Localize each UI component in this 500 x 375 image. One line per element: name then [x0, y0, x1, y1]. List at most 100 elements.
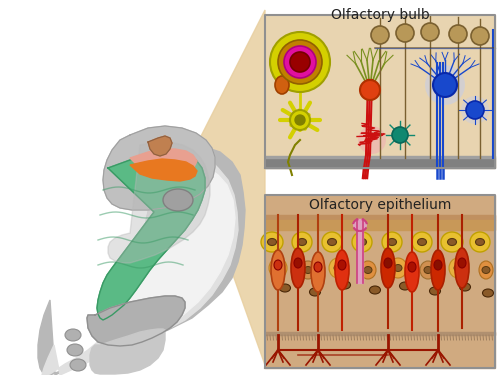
Polygon shape	[265, 332, 495, 335]
Polygon shape	[90, 329, 165, 374]
Ellipse shape	[434, 260, 442, 270]
Polygon shape	[130, 149, 197, 172]
Ellipse shape	[430, 287, 440, 295]
Ellipse shape	[65, 329, 81, 341]
Circle shape	[290, 52, 310, 72]
Polygon shape	[195, 10, 265, 365]
Ellipse shape	[340, 281, 350, 289]
Circle shape	[471, 27, 489, 45]
Ellipse shape	[418, 238, 426, 246]
Polygon shape	[38, 148, 245, 375]
Ellipse shape	[424, 267, 432, 273]
Polygon shape	[130, 159, 197, 181]
Circle shape	[360, 80, 380, 100]
Circle shape	[466, 101, 484, 119]
Ellipse shape	[335, 250, 349, 290]
Ellipse shape	[384, 258, 392, 268]
Polygon shape	[103, 126, 215, 210]
Ellipse shape	[334, 264, 342, 272]
Ellipse shape	[458, 258, 466, 268]
Ellipse shape	[482, 289, 494, 297]
Circle shape	[270, 32, 330, 92]
Ellipse shape	[269, 258, 287, 278]
Polygon shape	[265, 158, 495, 168]
Ellipse shape	[400, 282, 410, 290]
Ellipse shape	[482, 267, 490, 273]
Ellipse shape	[314, 262, 322, 272]
Ellipse shape	[449, 258, 467, 278]
Ellipse shape	[70, 359, 86, 371]
Ellipse shape	[268, 238, 276, 246]
Ellipse shape	[329, 258, 347, 278]
Circle shape	[392, 127, 408, 143]
Circle shape	[396, 24, 414, 42]
Ellipse shape	[67, 344, 83, 356]
Ellipse shape	[163, 189, 193, 211]
Circle shape	[449, 25, 467, 43]
Circle shape	[461, 96, 489, 124]
Ellipse shape	[294, 258, 302, 268]
Ellipse shape	[408, 262, 416, 272]
Ellipse shape	[470, 232, 490, 252]
Ellipse shape	[479, 261, 493, 279]
Ellipse shape	[292, 232, 312, 252]
Ellipse shape	[360, 261, 376, 279]
Text: Olfactory bulb: Olfactory bulb	[330, 8, 430, 22]
Ellipse shape	[304, 267, 312, 273]
Polygon shape	[265, 220, 495, 230]
Ellipse shape	[370, 286, 380, 294]
Ellipse shape	[431, 250, 445, 290]
Ellipse shape	[353, 219, 367, 231]
Circle shape	[290, 110, 310, 130]
Circle shape	[284, 46, 316, 78]
Polygon shape	[95, 165, 235, 355]
Ellipse shape	[455, 248, 469, 288]
Circle shape	[358, 126, 386, 154]
Ellipse shape	[388, 238, 396, 246]
Ellipse shape	[274, 260, 282, 270]
Polygon shape	[97, 153, 205, 320]
Ellipse shape	[389, 258, 407, 278]
Polygon shape	[108, 142, 210, 263]
Circle shape	[371, 26, 389, 44]
Ellipse shape	[298, 238, 306, 246]
Ellipse shape	[275, 76, 289, 94]
Ellipse shape	[448, 238, 456, 246]
Ellipse shape	[382, 232, 402, 252]
Ellipse shape	[322, 232, 342, 252]
Ellipse shape	[460, 283, 470, 291]
Ellipse shape	[381, 248, 395, 288]
Polygon shape	[357, 219, 363, 283]
Circle shape	[433, 73, 457, 97]
Ellipse shape	[394, 264, 402, 272]
Polygon shape	[265, 215, 495, 220]
Circle shape	[278, 40, 322, 84]
Polygon shape	[42, 153, 238, 375]
Ellipse shape	[311, 252, 325, 292]
Ellipse shape	[280, 284, 290, 292]
Polygon shape	[148, 136, 172, 156]
Polygon shape	[265, 15, 495, 168]
Ellipse shape	[352, 232, 372, 252]
Ellipse shape	[338, 260, 346, 270]
Ellipse shape	[310, 288, 320, 296]
Ellipse shape	[441, 232, 463, 252]
Polygon shape	[87, 296, 185, 346]
Ellipse shape	[291, 248, 305, 288]
Polygon shape	[265, 156, 495, 158]
Ellipse shape	[405, 252, 419, 292]
Ellipse shape	[328, 238, 336, 246]
Ellipse shape	[420, 261, 436, 279]
Ellipse shape	[476, 238, 484, 246]
Circle shape	[421, 23, 439, 41]
Circle shape	[425, 65, 465, 105]
Ellipse shape	[271, 250, 285, 290]
Ellipse shape	[300, 261, 316, 279]
Ellipse shape	[454, 264, 462, 272]
Text: Olfactory epithelium: Olfactory epithelium	[309, 198, 451, 212]
Ellipse shape	[364, 267, 372, 273]
Ellipse shape	[358, 238, 366, 246]
Circle shape	[295, 115, 305, 125]
Ellipse shape	[274, 264, 282, 272]
Ellipse shape	[412, 232, 432, 252]
